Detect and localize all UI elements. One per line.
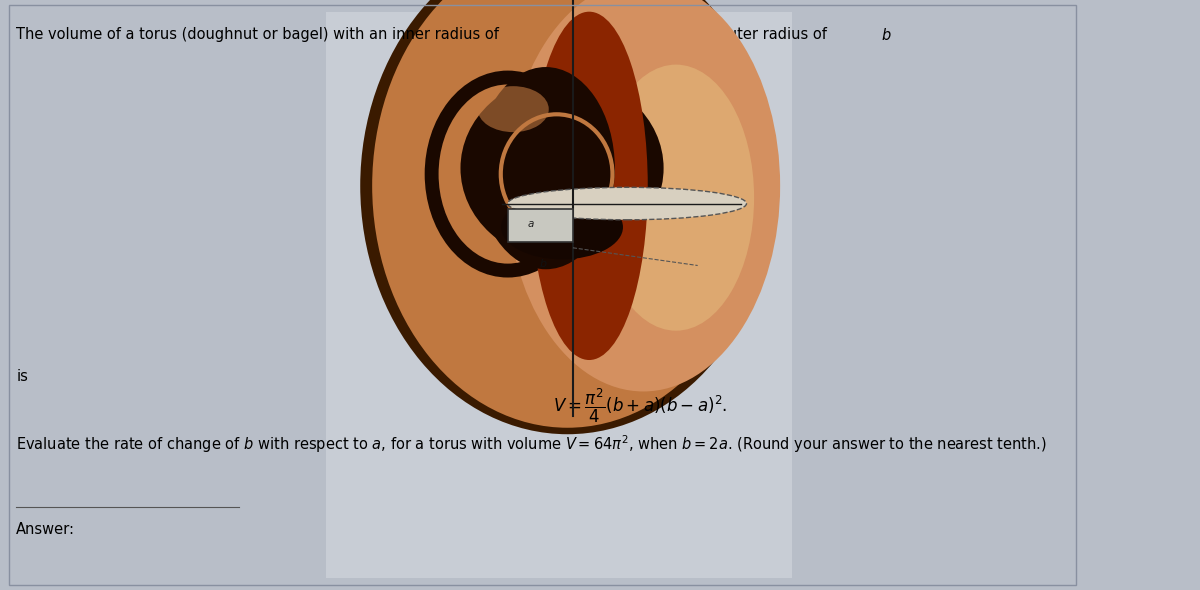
Text: The volume of a torus (doughnut or bagel) with an inner radius of: The volume of a torus (doughnut or bagel…: [17, 27, 504, 41]
Ellipse shape: [598, 65, 754, 330]
Ellipse shape: [360, 0, 775, 434]
Text: is: is: [17, 369, 28, 384]
Ellipse shape: [479, 99, 646, 237]
Text: Answer:: Answer:: [17, 522, 76, 537]
Ellipse shape: [530, 12, 648, 360]
Ellipse shape: [508, 188, 746, 220]
Text: $a$: $a$: [643, 27, 654, 41]
Text: and an outer radius of: and an outer radius of: [659, 27, 832, 41]
Text: $b$: $b$: [539, 257, 548, 268]
Text: $b$: $b$: [881, 27, 892, 42]
Bar: [508, 209, 572, 242]
Ellipse shape: [478, 86, 548, 132]
Ellipse shape: [372, 0, 763, 428]
Ellipse shape: [502, 195, 623, 260]
Ellipse shape: [506, 0, 780, 392]
Text: Evaluate the rate of change of $\it{b}$ with respect to $\it{a}$, for a torus wi: Evaluate the rate of change of $\it{b}$ …: [17, 434, 1048, 455]
Text: $a$: $a$: [527, 219, 534, 229]
Ellipse shape: [476, 67, 614, 269]
Ellipse shape: [461, 76, 664, 260]
Text: $V = \dfrac{\pi^2}{4}(b+a)(b-a)^2.$: $V = \dfrac{\pi^2}{4}(b+a)(b-a)^2.$: [553, 386, 727, 425]
FancyBboxPatch shape: [325, 12, 792, 578]
